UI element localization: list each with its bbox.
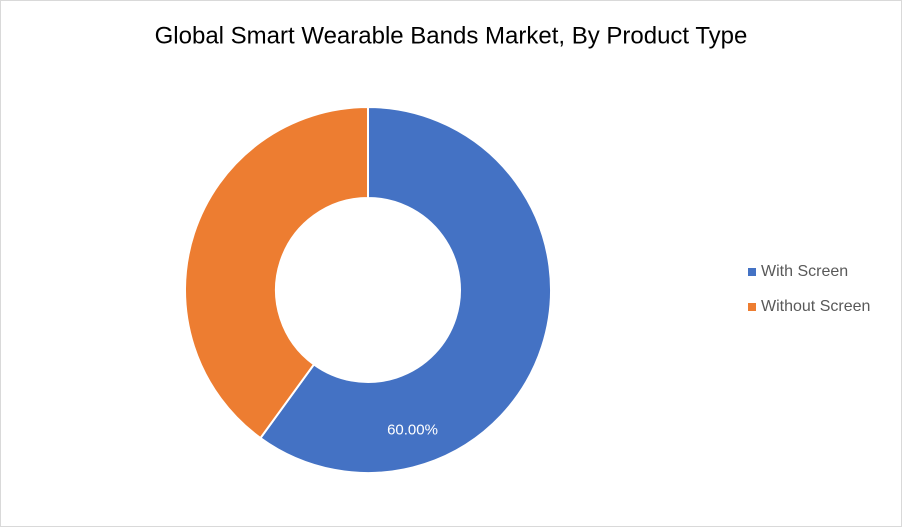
chart-title: Global Smart Wearable Bands Market, By P… [155, 22, 748, 49]
legend-label: Without Screen [761, 298, 870, 315]
legend-label: With Screen [761, 263, 848, 280]
data-label: 60.00% [387, 422, 438, 439]
legend-marker [748, 303, 756, 311]
donut-slice [259, 105, 552, 474]
donut-slice [184, 105, 369, 440]
legend-marker [748, 268, 756, 276]
